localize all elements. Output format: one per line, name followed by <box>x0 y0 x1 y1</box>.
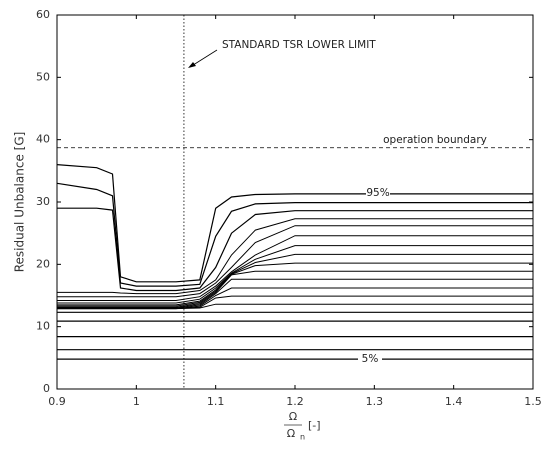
percentile-line <box>57 235 533 301</box>
y-tick-label: 20 <box>36 257 50 270</box>
y-axis-label: Residual Unbalance [G] <box>13 132 27 273</box>
x-tick-label: 1.5 <box>524 395 542 408</box>
y-tick-label: 30 <box>36 195 50 208</box>
annotation: 5% <box>362 353 379 365</box>
x-tick-label: 1.4 <box>445 395 463 408</box>
x-tick-label: 1.3 <box>366 395 384 408</box>
arrow-head <box>188 62 196 68</box>
x-tick-label: 0.9 <box>48 395 66 408</box>
y-tick-label: 40 <box>36 133 50 146</box>
x-tick-label: 1 <box>133 395 140 408</box>
x-tick-label: 1.1 <box>207 395 225 408</box>
x-label-denominator: Ω <box>287 427 295 440</box>
percentile-line <box>57 207 533 292</box>
annotation: 95% <box>366 187 389 199</box>
x-label-numerator: Ω <box>289 410 297 423</box>
percentile-line <box>57 225 533 298</box>
percentile-line <box>57 253 533 306</box>
y-tick-label: 0 <box>43 382 50 395</box>
label-background <box>358 353 382 365</box>
y-tick-label: 10 <box>36 320 50 333</box>
percentile-line <box>57 218 533 295</box>
label-background <box>366 187 390 199</box>
percentile-line <box>57 245 533 304</box>
x-label-unit: [-] <box>308 419 321 432</box>
x-tick-label: 1.2 <box>286 395 304 408</box>
y-tick-label: 60 <box>36 8 50 21</box>
percentile-line <box>56 164 533 283</box>
percentile-line <box>57 278 533 309</box>
percentile-line <box>57 303 533 310</box>
percentile-line <box>57 270 533 308</box>
percentile-line <box>56 182 533 287</box>
x-label-subscript: n <box>300 433 305 442</box>
percentile-line <box>57 295 533 310</box>
y-tick-label: 50 <box>36 70 50 83</box>
annotation: STANDARD TSR LOWER LIMIT <box>222 39 376 51</box>
percentile-line <box>57 262 533 307</box>
percentile-line <box>57 287 533 310</box>
annotation: operation boundary <box>383 134 487 146</box>
